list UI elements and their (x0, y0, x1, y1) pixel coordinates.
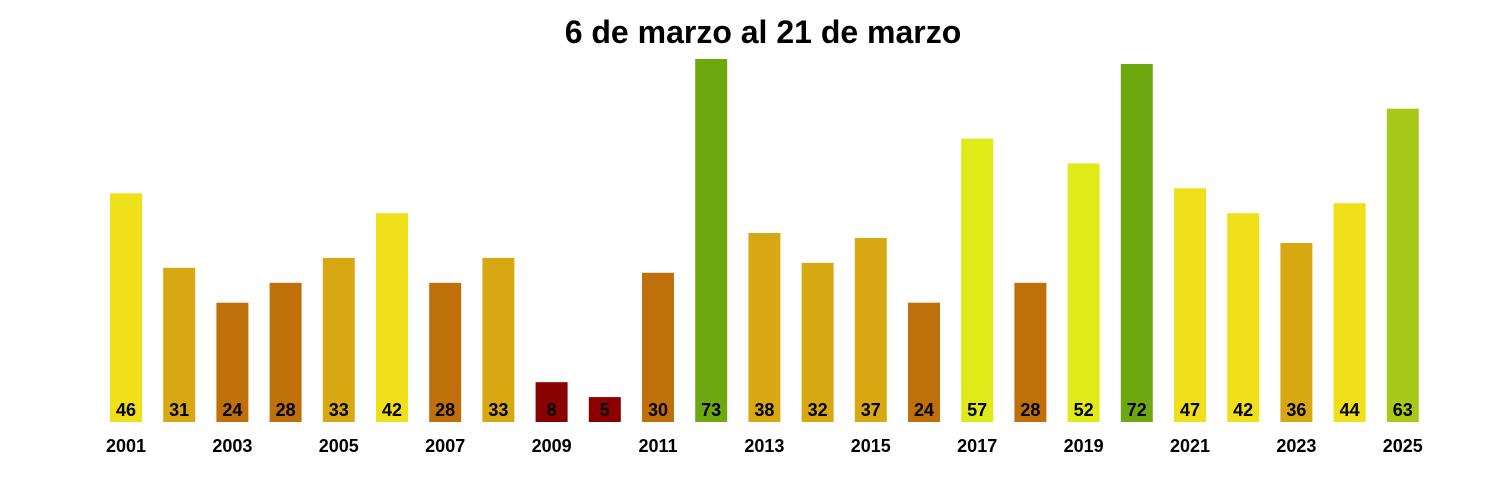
value-label-2019: 52 (1074, 400, 1094, 420)
x-tick-label-2013: 2013 (744, 436, 784, 456)
bar-2020 (1120, 64, 1153, 422)
value-label-2010: 5 (600, 400, 610, 420)
x-tick-label-2017: 2017 (957, 436, 997, 456)
value-label-2020: 72 (1127, 400, 1147, 420)
bar-2023 (1280, 243, 1313, 422)
value-label-2022: 42 (1233, 400, 1253, 420)
value-labels-group: 46 31 24 28 33 42 28 33 8 5 30 73 38 32 37 24 57 28 52 72 47… (116, 400, 1413, 420)
bar-2018 (1014, 282, 1047, 422)
bar-2015 (854, 238, 887, 422)
value-label-2023: 36 (1286, 400, 1306, 420)
value-label-2011: 30 (648, 400, 668, 420)
value-label-2021: 47 (1180, 400, 1200, 420)
x-tick-labels-group: 2001 2003 2005 2007 2009 2011 2013 2015 2017 2019… (106, 436, 1423, 456)
bar-2019 (1067, 163, 1100, 422)
bar-2010 (588, 397, 621, 422)
value-label-2002: 31 (169, 400, 189, 420)
bar-2012 (695, 59, 728, 422)
x-tick-label-2003: 2003 (212, 436, 252, 456)
bar-2014 (801, 262, 834, 422)
x-tick-label-2005: 2005 (319, 436, 359, 456)
bar-2024 (1333, 203, 1366, 422)
x-tick-label-2011: 2011 (638, 436, 677, 456)
value-label-2009: 8 (547, 400, 557, 420)
bar-2003 (216, 302, 249, 422)
bar-2002 (163, 267, 196, 422)
value-label-2016: 24 (914, 400, 934, 420)
value-label-2025: 63 (1393, 400, 1413, 420)
x-tick-label-2015: 2015 (851, 436, 891, 456)
bar-2001 (110, 193, 142, 422)
bar-2017 (961, 138, 994, 422)
bar-2006 (376, 213, 408, 422)
value-label-2008: 33 (488, 400, 508, 420)
bar-2008 (482, 257, 515, 422)
bar-2016 (908, 302, 940, 422)
value-label-2005: 33 (329, 400, 349, 420)
value-label-2013: 38 (754, 400, 774, 420)
bar-2021 (1174, 188, 1206, 422)
value-label-2018: 28 (1020, 400, 1040, 420)
bars-group (110, 59, 1419, 422)
value-label-2017: 57 (967, 400, 987, 420)
value-label-2014: 32 (808, 400, 828, 420)
bar-2011 (642, 272, 674, 422)
bar-2009 (535, 382, 568, 422)
value-label-2006: 42 (382, 400, 402, 420)
value-label-2003: 24 (222, 400, 242, 420)
x-tick-label-2001: 2001 (106, 436, 146, 456)
bar-2004 (269, 282, 302, 422)
bar-2025 (1386, 108, 1419, 422)
value-label-2012: 73 (701, 400, 721, 420)
x-tick-label-2019: 2019 (1064, 436, 1104, 456)
bar-2022 (1227, 213, 1260, 422)
x-tick-label-2023: 2023 (1276, 436, 1316, 456)
x-tick-label-2021: 2021 (1170, 436, 1210, 456)
value-label-2001: 46 (116, 400, 136, 420)
x-tick-label-2007: 2007 (425, 436, 465, 456)
chart-title: 6 de marzo al 21 de marzo (565, 14, 962, 50)
bar-2007 (429, 282, 462, 422)
value-label-2024: 44 (1340, 400, 1360, 420)
x-tick-label-2009: 2009 (532, 436, 572, 456)
x-tick-label-2025: 2025 (1383, 436, 1423, 456)
bar-2013 (748, 233, 781, 422)
bar-2005 (322, 257, 355, 422)
value-label-2007: 28 (435, 400, 455, 420)
value-label-2004: 28 (276, 400, 296, 420)
value-label-2015: 37 (861, 400, 881, 420)
